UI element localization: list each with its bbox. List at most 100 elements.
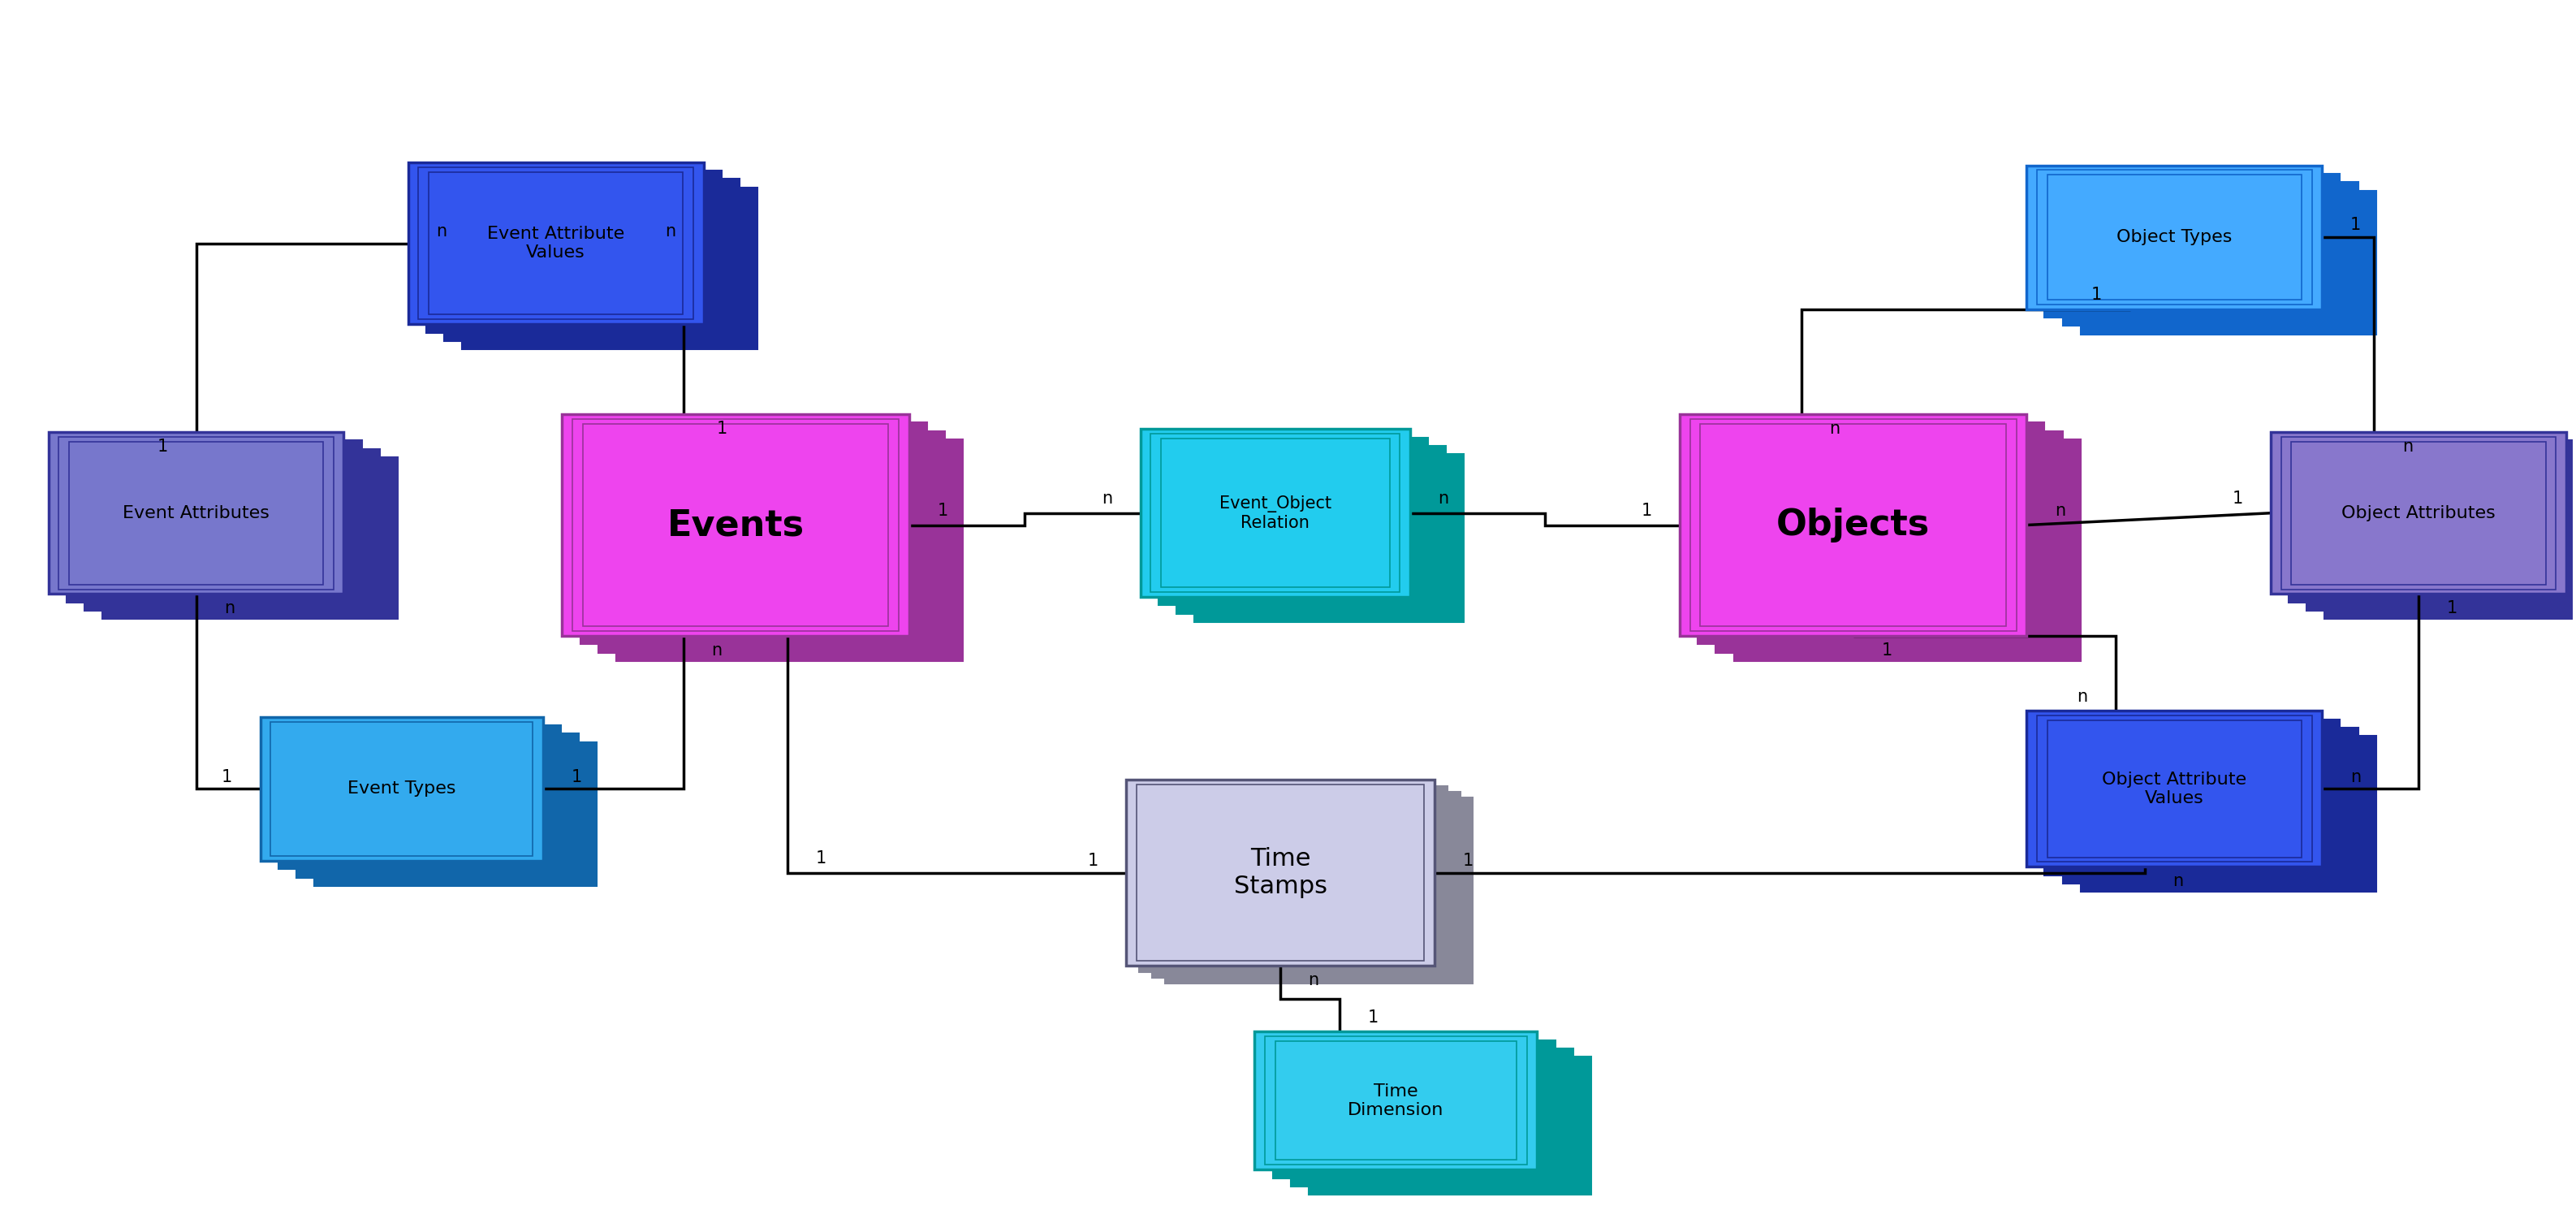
Bar xyxy=(2290,441,2545,585)
Text: n: n xyxy=(1309,972,1319,988)
Bar xyxy=(1164,798,1473,984)
Bar xyxy=(103,457,397,619)
Bar xyxy=(443,178,739,341)
Bar xyxy=(598,431,945,652)
Bar xyxy=(278,725,562,870)
Bar xyxy=(1698,422,2045,644)
Bar xyxy=(270,721,533,856)
Bar xyxy=(314,742,598,886)
Bar xyxy=(1291,1048,1574,1187)
Bar xyxy=(1700,423,2007,626)
Bar xyxy=(260,716,544,861)
Text: 1: 1 xyxy=(2092,287,2102,303)
Bar xyxy=(417,168,693,320)
Bar xyxy=(1141,429,1409,597)
Text: 1: 1 xyxy=(938,503,948,519)
Bar xyxy=(2063,182,2357,326)
Text: n: n xyxy=(435,223,446,239)
Bar xyxy=(70,441,322,585)
Bar xyxy=(59,437,332,590)
Text: n: n xyxy=(1103,491,1113,507)
Bar xyxy=(1139,786,1448,972)
Bar xyxy=(1716,431,2063,652)
Bar xyxy=(616,439,963,661)
Text: 1: 1 xyxy=(817,850,827,867)
Bar xyxy=(2280,437,2555,590)
Bar xyxy=(1126,780,1435,966)
Bar xyxy=(2287,440,2576,603)
Bar xyxy=(1255,1031,1538,1170)
Bar xyxy=(2027,165,2321,309)
Text: Event_Object
Relation: Event_Object Relation xyxy=(1218,496,1332,531)
Bar xyxy=(1680,414,2027,636)
Bar xyxy=(49,432,343,595)
Text: n: n xyxy=(2174,873,2184,889)
Bar xyxy=(572,418,899,631)
Bar xyxy=(85,449,379,610)
Bar xyxy=(1151,792,1461,978)
Text: Objects: Objects xyxy=(1777,508,1929,543)
Bar xyxy=(1275,1041,1517,1160)
Bar xyxy=(2027,710,2321,867)
Bar xyxy=(2045,719,2339,876)
Bar xyxy=(1690,418,2017,631)
Text: n: n xyxy=(224,601,234,616)
Bar xyxy=(67,440,361,603)
Text: n: n xyxy=(2076,689,2087,704)
Bar xyxy=(2048,720,2300,857)
Bar xyxy=(2306,449,2576,610)
Text: Event Types: Event Types xyxy=(348,780,456,797)
Text: Time
Dimension: Time Dimension xyxy=(1347,1083,1445,1118)
Bar xyxy=(1265,1036,1528,1165)
Bar xyxy=(562,414,909,636)
Bar xyxy=(461,187,757,350)
Bar xyxy=(425,171,721,333)
Bar xyxy=(2081,736,2375,892)
Text: 1: 1 xyxy=(2349,217,2360,234)
Bar xyxy=(582,423,889,626)
Bar xyxy=(407,163,703,324)
Text: 1: 1 xyxy=(2447,601,2458,616)
Bar xyxy=(2063,727,2357,884)
Bar xyxy=(1309,1056,1592,1195)
Bar xyxy=(1159,438,1427,605)
Text: 1: 1 xyxy=(1880,643,1891,658)
Bar xyxy=(1273,1040,1556,1178)
Text: Events: Events xyxy=(667,508,804,543)
Text: 1: 1 xyxy=(222,768,232,785)
Bar xyxy=(428,172,683,315)
Text: Object Attribute
Values: Object Attribute Values xyxy=(2102,772,2246,807)
Bar xyxy=(2269,432,2566,595)
Text: n: n xyxy=(2349,768,2360,785)
Text: Object Types: Object Types xyxy=(2117,229,2233,245)
Text: n: n xyxy=(2056,503,2066,519)
Text: Event Attributes: Event Attributes xyxy=(124,505,270,521)
Text: Object Attributes: Object Attributes xyxy=(2342,505,2496,521)
Bar xyxy=(296,733,580,878)
Text: n: n xyxy=(665,223,675,239)
Bar xyxy=(580,422,927,644)
Bar xyxy=(1151,434,1399,592)
Text: Time
Stamps: Time Stamps xyxy=(1234,848,1327,898)
Bar xyxy=(1162,439,1388,587)
Text: 1: 1 xyxy=(2231,491,2244,507)
Bar xyxy=(2048,175,2300,299)
Text: n: n xyxy=(1437,491,1448,507)
Text: 1: 1 xyxy=(1087,853,1097,870)
Bar xyxy=(1195,455,1463,622)
Text: 1: 1 xyxy=(1641,503,1651,519)
Bar xyxy=(2045,174,2339,317)
Text: 1: 1 xyxy=(1368,1009,1378,1025)
Text: n: n xyxy=(1829,421,1839,437)
Text: n: n xyxy=(711,643,721,658)
Bar xyxy=(1734,439,2081,661)
Bar xyxy=(1177,446,1445,614)
Text: 1: 1 xyxy=(716,421,726,437)
Text: 1: 1 xyxy=(572,768,582,785)
Text: Event Attribute
Values: Event Attribute Values xyxy=(487,226,623,260)
Bar xyxy=(2038,170,2311,304)
Text: 1: 1 xyxy=(1463,853,1473,870)
Bar xyxy=(2081,191,2375,334)
Bar xyxy=(2038,715,2311,862)
Bar xyxy=(2324,457,2576,619)
